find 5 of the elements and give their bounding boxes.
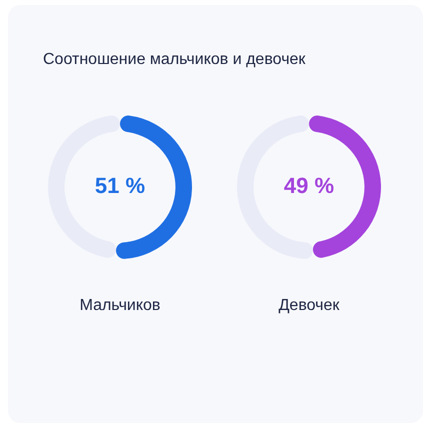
data-label: 49 % — [284, 173, 334, 198]
slice-label: Девочек — [278, 297, 340, 315]
data-label: 51 % — [94, 173, 146, 198]
slice-label: Мальчиков — [78, 297, 162, 315]
chart-title: Соотношение мальчиков и девочек — [43, 51, 306, 69]
